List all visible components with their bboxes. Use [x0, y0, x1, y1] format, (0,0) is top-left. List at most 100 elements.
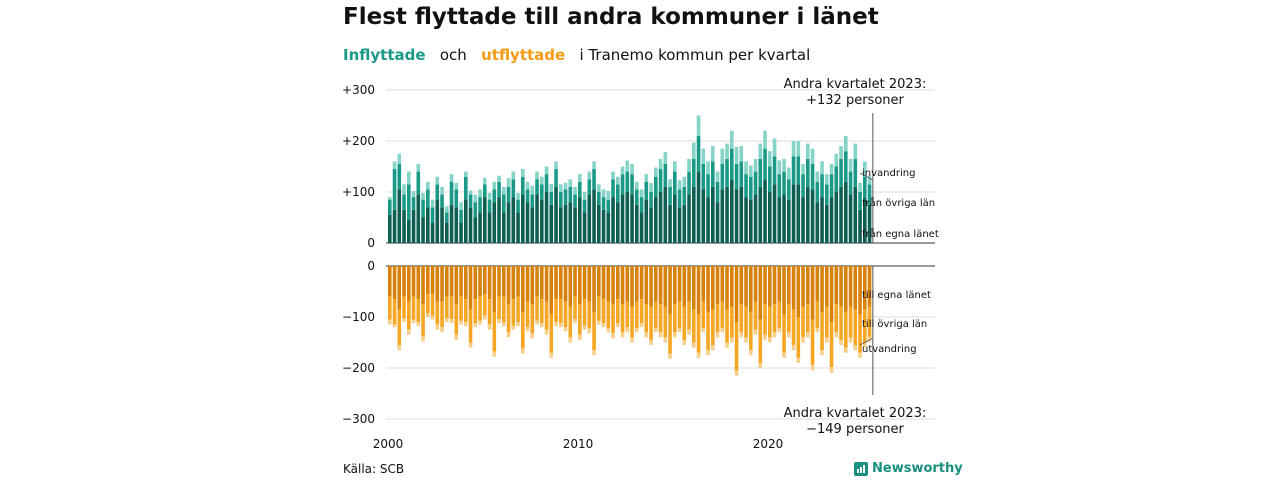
outflow-bar-segment: [844, 347, 848, 353]
outflow-bar-segment: [611, 266, 615, 305]
inflow-bar-segment: [616, 176, 620, 185]
inflow-bar-segment: [782, 171, 786, 195]
outflow-bar-segment: [388, 296, 392, 320]
inflow-bar-segment: [782, 194, 786, 243]
inflow-bar-segment: [758, 186, 763, 243]
inflow-bar-segment: [530, 194, 535, 208]
outflow-bar-segment: [435, 301, 440, 325]
outflow-bar-segment: [416, 266, 421, 300]
inflow-bar-segment: [806, 186, 810, 243]
inflow-bar-segment: [673, 194, 677, 243]
inflow-bar-segment: [839, 186, 843, 243]
outflow-bar-segment: [692, 309, 696, 343]
outflow-bar-segment: [568, 306, 573, 338]
inflow-bar-segment: [635, 181, 639, 190]
outflow-bar-segment: [411, 319, 416, 324]
outflow-bar-segment: [554, 322, 558, 327]
inflow-bar-segment: [696, 115, 701, 136]
inflow-bar-segment: [616, 202, 620, 243]
inflow-bar-segment: [449, 181, 454, 205]
outflow-bar-segment: [611, 333, 615, 339]
outflow-bar-segment: [829, 322, 834, 367]
outflow-bar-segment: [392, 324, 397, 328]
inflow-bar-segment: [677, 180, 682, 190]
inflow-bar-segment: [392, 209, 397, 243]
outflow-bar-segment: [753, 301, 758, 330]
inflow-bar-segment: [720, 148, 725, 164]
inflow-bar-segment: [772, 138, 777, 157]
outflow-bar-segment: [449, 296, 454, 320]
inflow-bar-segment: [430, 222, 435, 243]
inflow-bar-segment: [663, 152, 668, 164]
inflow-bar-segment: [388, 197, 392, 200]
outflow-bar-segment: [834, 332, 839, 338]
inflow-bar-segment: [791, 184, 796, 243]
inflow-bar-segment: [440, 186, 444, 195]
outflow-bar-segment: [796, 317, 801, 358]
inflow-bar-segment: [858, 192, 862, 210]
outflow-bar-segment: [696, 314, 701, 353]
outflow-bar-segment: [487, 324, 492, 330]
inflow-bar-segment: [487, 199, 492, 213]
inflow-bar-segment: [468, 190, 473, 195]
outflow-bar-segment: [516, 322, 520, 327]
outflow-bar-segment: [692, 342, 696, 348]
outflow-bar-segment: [411, 296, 416, 320]
inflow-bar-segment: [668, 204, 672, 243]
inflow-bar-segment: [535, 194, 539, 243]
inflow-bar-segment: [459, 222, 463, 243]
inflow-bar-segment: [787, 179, 791, 200]
x-tick-label: 2000: [373, 437, 404, 451]
outflow-bar-segment: [863, 309, 867, 343]
inflow-bar-segment: [525, 202, 530, 243]
outflow-bar-segment: [483, 266, 487, 295]
inflow-bar-segment: [578, 197, 582, 243]
inflow-bar-segment: [540, 184, 544, 200]
inflow-bar-segment: [763, 179, 767, 243]
inflow-bar-segment: [416, 163, 421, 172]
inflow-bar-segment: [706, 174, 710, 198]
outflow-bar-segment: [449, 266, 454, 297]
inflow-bar-segment: [430, 199, 435, 208]
outflow-bar-segment: [516, 266, 520, 297]
inflow-bar-segment: [402, 194, 406, 210]
inflow-bar-segment: [649, 182, 653, 192]
outflow-bar-segment: [407, 301, 411, 330]
outflow-bar-segment: [644, 266, 649, 305]
outflow-bar-segment: [791, 266, 796, 310]
outflow-bar-segment: [839, 306, 843, 340]
outflow-bar-segment: [711, 345, 715, 351]
outflow-bar-segment: [492, 351, 497, 357]
inflow-bar-segment: [506, 178, 511, 187]
inflow-bar-segment: [497, 197, 501, 243]
inflow-bar-segment: [601, 197, 606, 210]
inflow-bar-segment: [516, 193, 520, 200]
outflow-bar-segment: [758, 319, 763, 363]
outflow-bar-segment: [402, 266, 406, 297]
inflow-bar-segment: [573, 207, 577, 243]
inflow-bar-segment: [468, 207, 473, 243]
inflow-bar-segment: [730, 130, 734, 149]
outflow-bar-segment: [768, 337, 772, 343]
inflow-bar-segment: [540, 176, 544, 185]
outflow-bar-segment: [511, 299, 516, 326]
outflow-bar-segment: [573, 319, 577, 324]
outflow-bar-segment: [753, 329, 758, 335]
y-tick-label-bottom: −200: [342, 361, 375, 375]
inflow-bar-segment: [630, 174, 634, 195]
inflow-bar-segment: [478, 189, 482, 198]
inflow-bar-segment: [744, 174, 748, 198]
outflow-bar-segment: [658, 304, 663, 333]
outflow-bar-segment: [654, 328, 658, 333]
outflow-bar-segment: [711, 309, 715, 346]
outflow-bar-segment: [597, 320, 601, 325]
outflow-bar-segment: [720, 266, 725, 302]
outflow-bar-segment: [749, 311, 753, 351]
outflow-bar-segment: [753, 266, 758, 302]
inflow-bar-segment: [815, 181, 820, 203]
series-label-out: till egna länet: [862, 290, 931, 301]
inflow-bar-segment: [692, 186, 696, 243]
inflow-bar-segment: [521, 176, 525, 195]
outflow-bar-segment: [430, 294, 435, 316]
outflow-bar-segment: [644, 304, 649, 333]
